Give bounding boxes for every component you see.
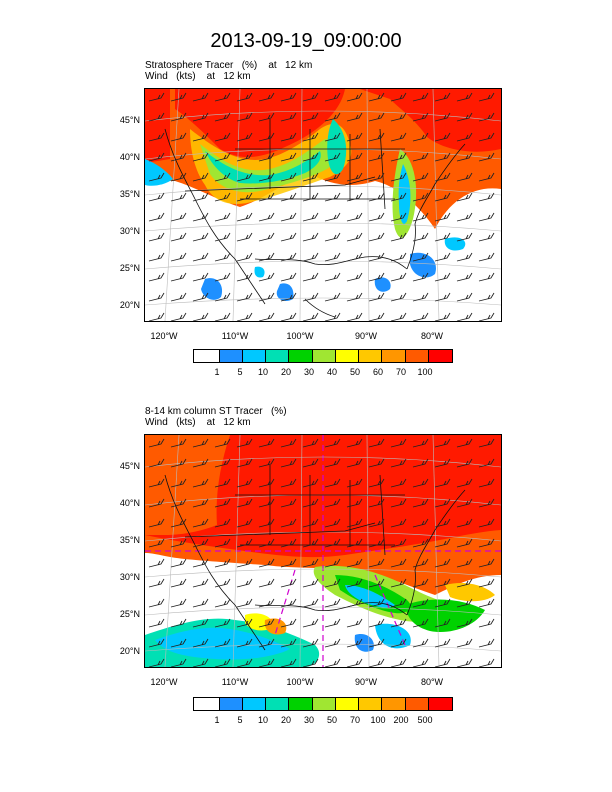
colorbar-swatch (312, 350, 336, 362)
panel1-map (144, 88, 502, 322)
panel1-lon-label: 100°W (286, 331, 314, 341)
panel1-lat-label: 25°N (119, 263, 140, 273)
colorbar-swatch (382, 698, 406, 710)
panel2-colorbar-label: 10 (257, 715, 268, 725)
panel2-colorbar-label: 50 (326, 715, 337, 725)
panel2-colorbar-label: 5 (237, 715, 243, 725)
panel1-colorbar-label: 5 (237, 367, 243, 377)
panel1-lat-label: 20°N (119, 300, 140, 310)
colorbar-swatch (335, 698, 360, 710)
panel1-lon-label: 80°W (420, 331, 444, 341)
panel2-colorbar-label: 30 (303, 715, 314, 725)
colorbar-swatch (359, 350, 383, 362)
panel2-subtitle-tracer: 8-14 km column ST Tracer (%) (145, 406, 287, 417)
main-title: 2013-09-19_09:00:00 (210, 30, 402, 52)
panel1-lon-label: 120°W (150, 331, 178, 341)
panel2-lat-label: 30°N (119, 572, 140, 582)
colorbar-swatch (428, 698, 452, 710)
colorbar-swatch (312, 698, 336, 710)
colorbar-swatch (194, 350, 220, 362)
colorbar-swatch (382, 350, 406, 362)
panel2-lat-label: 45°N (119, 461, 140, 471)
panel2-colorbar-label: 100 (370, 715, 386, 725)
colorbar-swatch (219, 350, 244, 362)
colorbar-swatch (428, 350, 452, 362)
colorbar-swatch (289, 698, 313, 710)
colorbar-swatch (289, 350, 313, 362)
panel2-lat-label: 35°N (119, 535, 140, 545)
colorbar-swatch (359, 698, 383, 710)
panel2-lon-label: 120°W (150, 677, 178, 687)
panel2-lon-label: 80°W (420, 677, 444, 687)
panel1-colorbar-label: 40 (326, 367, 337, 377)
panel2-lon-label: 100°W (286, 677, 314, 687)
panel2-colorbar (193, 697, 453, 711)
panel1-colorbar-label: 1 (214, 367, 220, 377)
panel2-map-plot (145, 435, 501, 667)
panel1-lat-label: 40°N (119, 152, 140, 162)
panel2-lat-label: 25°N (119, 609, 140, 619)
colorbar-swatch (405, 350, 429, 362)
panel2-colorbar-label: 20 (280, 715, 291, 725)
colorbar-swatch (335, 350, 360, 362)
colorbar-swatch (243, 350, 267, 362)
panel1-lat-label: 35°N (119, 189, 140, 199)
panel2-map (144, 434, 502, 668)
colorbar-swatch (405, 698, 429, 710)
panel1-colorbar-label: 50 (349, 367, 360, 377)
panel2-subtitle-wind: Wind (kts) at 12 km (145, 417, 251, 428)
colorbar-swatch (243, 698, 267, 710)
panel2-lat-label: 20°N (119, 646, 140, 656)
panel2-lon-label: 110°W (221, 677, 249, 687)
panel1-colorbar-label: 70 (395, 367, 406, 377)
panel1-colorbar-label: 100 (417, 367, 433, 377)
panel1-colorbar-label: 10 (257, 367, 268, 377)
panel1-subtitle-tracer: Stratosphere Tracer (%) at 12 km (145, 60, 313, 71)
panel1-colorbar-label: 60 (372, 367, 383, 377)
panel2-colorbar-label: 200 (393, 715, 409, 725)
panel1-lat-label: 30°N (119, 226, 140, 236)
colorbar-swatch (266, 698, 290, 710)
panel1-lon-label: 90°W (354, 331, 378, 341)
panel2-lon-label: 90°W (354, 677, 378, 687)
panel2-colorbar-label: 500 (417, 715, 433, 725)
colorbar-swatch (266, 350, 290, 362)
colorbar-swatch (194, 698, 220, 710)
panel1-lat-label: 45°N (119, 115, 140, 125)
panel1-subtitle-wind: Wind (kts) at 12 km (145, 71, 251, 82)
panel1-colorbar (193, 349, 453, 363)
panel2-colorbar-label: 70 (349, 715, 360, 725)
panel1-colorbar-label: 30 (303, 367, 314, 377)
panel2-colorbar-label: 1 (214, 715, 220, 725)
panel1-map-plot (145, 89, 501, 321)
panel2-lat-label: 40°N (119, 498, 140, 508)
panel1-lon-label: 110°W (221, 331, 249, 341)
colorbar-swatch (219, 698, 244, 710)
panel1-colorbar-label: 20 (280, 367, 291, 377)
